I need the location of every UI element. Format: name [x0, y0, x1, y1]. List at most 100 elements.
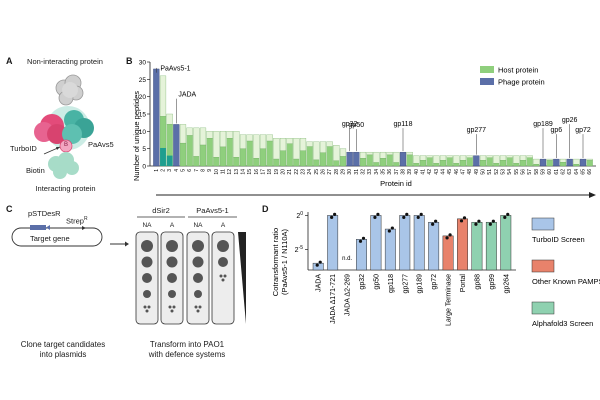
chart-b-xtick-label: 47: [461, 169, 467, 175]
chart-d-xtick-label: gp264: [503, 274, 510, 294]
chart-b-xtick-label: 30: [347, 169, 353, 175]
plasmid-outline: [11, 227, 103, 247]
bar-host-protein-41: [419, 160, 427, 167]
chart-d-point-6: [405, 212, 409, 217]
chart-b-xtick-label: 21: [287, 169, 293, 175]
plate-2-label: A: [169, 222, 175, 229]
bar-host-protein-48: [466, 157, 473, 167]
chart-d-point-3-b: [358, 239, 363, 243]
annotation-gp118: gp118: [394, 121, 413, 128]
bar-host-protein-57-upper: [526, 155, 533, 158]
bar-host-protein-46-upper: [453, 155, 460, 164]
chart-d-point-7-b: [416, 215, 420, 220]
chart-b-xtick-label: 62: [561, 169, 567, 175]
plate-3-spots: [192, 240, 204, 313]
legend-phage-swatch: [480, 78, 494, 85]
pa-avs5-label: PaAvs5: [88, 140, 114, 149]
legend-host-swatch: [480, 66, 494, 73]
bar-host-protein-51-upper: [486, 155, 493, 158]
paavs51-label: PaAvs5-1: [196, 206, 229, 215]
annotation-gp50: gp50: [349, 122, 365, 129]
chart-b-xtick-label: 55: [514, 169, 520, 175]
chart-b-xtick-label: 65: [581, 169, 587, 175]
chart-b-xtick-label: 38: [401, 169, 407, 175]
chart-b-xtick-label: 2: [161, 169, 167, 172]
chart-d-point-10: [462, 216, 467, 220]
plate-1-spots: [141, 240, 153, 313]
bar-host-protein-28-upper: [333, 145, 340, 161]
chart-b-xtick-label: 7: [194, 169, 200, 172]
bar-host-protein-10: [213, 157, 220, 167]
panel-d-chart: Cotransformant ratio (PaAvs5-1 / N110A) …: [262, 204, 600, 400]
chart-d-xtick-label: gp72: [431, 274, 438, 290]
chart-d-xtick-label: gp50: [373, 274, 380, 290]
flow-arrow-head-icon: [125, 241, 129, 247]
annotation-gp72: gp72: [575, 127, 591, 134]
bar-host-protein-36: [386, 154, 393, 167]
bar-host-protein-29-upper: [339, 148, 347, 157]
chart-b-xtick-label: 39: [407, 169, 413, 175]
bar-host-protein-22: [293, 158, 300, 167]
bar-host-protein-21-upper: [286, 138, 293, 144]
chart-b-xtick-label: 37: [394, 169, 400, 175]
chart-d-bar-11: [471, 221, 483, 271]
chart-b-xtick-label: 48: [467, 169, 473, 175]
bar-host-protein-11: [219, 146, 227, 167]
chart-d-ylabel-line2: (PaAvs5-1 / N110A): [280, 229, 289, 296]
bar-host-protein-24: [306, 146, 313, 167]
chart-b-xtick-label: 52: [494, 169, 500, 175]
chart-b-xtick-label: 3: [167, 169, 173, 172]
chart-d-point-1: [333, 212, 337, 217]
panel-letter-a: A: [6, 56, 13, 66]
chart-b-xtick-label: 40: [414, 169, 420, 175]
chart-d-point-5: [390, 226, 394, 230]
chart-d-point-9-b: [445, 236, 449, 240]
chart-d-point-8-b: [431, 222, 435, 226]
bar-phage-protein-31: [353, 151, 360, 167]
legend-host-label: Host protein: [498, 66, 538, 75]
bar-host-protein-50: [479, 160, 487, 167]
panel-letter-c: C: [6, 204, 13, 214]
chart-b-xtick-label: 20: [281, 169, 287, 175]
interacting-label: Interacting protein: [35, 184, 96, 193]
chart-b-xtick-label: 16: [254, 169, 260, 175]
bar-host-protein-34: [373, 162, 380, 167]
bar-host-protein-33: [366, 154, 373, 167]
bar-host-protein-6: [186, 135, 193, 167]
chart-b-xtick-label: 8: [201, 169, 207, 172]
panel-letter-d: D: [262, 204, 269, 214]
chart-b-xtick-label: 13: [234, 169, 240, 175]
chart-b-xtick-label: 58: [534, 169, 540, 175]
chart-d-bar-8: [428, 221, 440, 271]
chart-d-bar-13: [500, 215, 512, 271]
dsir2-label: dSir2: [152, 206, 170, 215]
bar-host-protein-58-upper: [533, 158, 540, 165]
plasmid-promoter-block: [30, 225, 46, 230]
chart-d-point-8: [434, 219, 438, 223]
bar-host-protein-25-upper: [313, 141, 320, 161]
bar-phage-protein-49: [473, 155, 480, 167]
bar-host-protein-7-upper: [193, 127, 200, 157]
chart-b-xtick-label: 64: [574, 169, 580, 175]
chart-d-point-11: [477, 219, 481, 223]
chart-b-xtick-label: 44: [441, 169, 447, 175]
chart-d-bar-3: [356, 239, 367, 271]
chart-b-xtick-label: 50: [481, 169, 487, 175]
bar-host-protein-29: [339, 156, 347, 167]
chart-d-point-0: [318, 260, 322, 264]
chart-d-xtick-label: gp189: [417, 274, 424, 294]
chart-d-xtick-label: gp277: [402, 274, 409, 294]
bar-host-protein-64-upper: [573, 158, 580, 165]
bar-host-protein-48-upper: [466, 155, 473, 158]
bar-host-protein-20-upper: [279, 138, 287, 151]
annotation-gp189: gp189: [533, 121, 553, 128]
chart-d-point-4: [376, 212, 380, 217]
plasmid-name-label: pSTDesR: [28, 209, 61, 218]
bar-host-protein-3-upper: [166, 113, 173, 125]
bar-phage-protein-61: [553, 158, 560, 167]
annotation-jada: JADA: [178, 92, 196, 99]
chart-b-xtick-label: 63: [567, 169, 573, 175]
bar-host-protein-40-upper: [413, 155, 420, 164]
chart-b-ytick-label: 5: [142, 146, 146, 153]
target-gene-label: Target gene: [30, 234, 70, 243]
